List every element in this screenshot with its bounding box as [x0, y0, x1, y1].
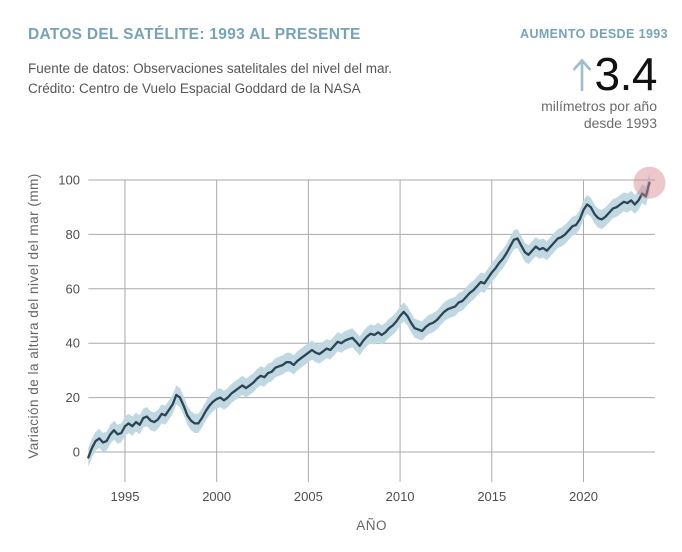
- page-title: DATOS DEL SATÉLITE: 1993 AL PRESENTE: [28, 26, 361, 43]
- rate-stat-block: 3.4 milímetros por año desde 1993: [541, 48, 658, 132]
- stat-unit-line2: desde 1993: [583, 115, 657, 131]
- y-tick-label: 100: [58, 173, 80, 188]
- stat-units: milímetros por año desde 1993: [541, 98, 657, 132]
- y-tick-label: 80: [66, 227, 80, 242]
- data-source-line: Fuente de datos: Observaciones satelital…: [28, 61, 392, 76]
- x-tick-label: 2015: [477, 489, 506, 504]
- uncertainty-band: [88, 173, 650, 467]
- sea-level-line: [87, 181, 651, 459]
- y-axis-title: Variación de la altura del nivel del mar…: [26, 173, 41, 459]
- y-tick-label: 40: [66, 336, 80, 351]
- x-axis-title: AÑO: [356, 518, 387, 533]
- x-tick-label: 2005: [294, 489, 323, 504]
- latest-point-marker: [633, 166, 666, 199]
- source-credit-text: Fuente de datos: Observaciones satelital…: [28, 59, 392, 99]
- y-tick-label: 0: [73, 445, 80, 460]
- up-arrow-icon: [572, 58, 592, 91]
- x-tick-label: 2010: [386, 489, 415, 504]
- x-tick-label: 1995: [111, 489, 140, 504]
- x-tick-label: 2020: [569, 489, 598, 504]
- x-tick-label: 2000: [202, 489, 231, 504]
- credit-line: Crédito: Centro de Vuelo Espacial Goddar…: [28, 81, 361, 96]
- sea-level-chart: 1995 2000 2005 2010 2015 2020 0 20 40 60 80 100 AÑO V…: [26, 166, 666, 533]
- stat-unit-line1: milímetros por año: [541, 98, 657, 114]
- y-tick-label: 20: [66, 390, 80, 405]
- y-tick-label: 60: [66, 281, 80, 296]
- stat-value: 3.4: [594, 48, 658, 100]
- stat-label: AUMENTO DESDE 1993: [520, 27, 668, 41]
